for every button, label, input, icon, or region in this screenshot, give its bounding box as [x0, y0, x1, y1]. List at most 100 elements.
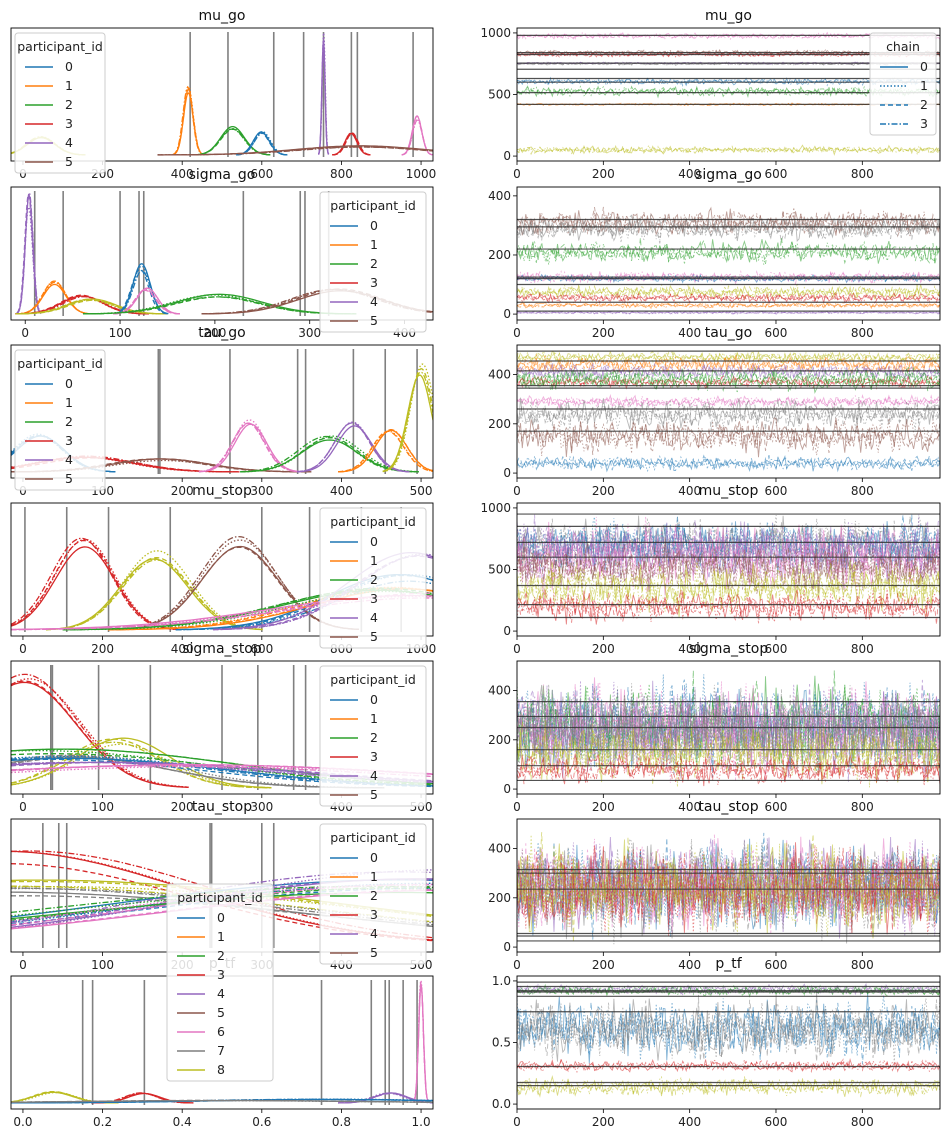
trace-line-participant-3 — [517, 291, 940, 306]
panel-sigma-stop-trace: sigma_stop 0 200 400 0 200 400 600 800 — [488, 641, 941, 814]
trace-line-participant-5 — [517, 418, 940, 457]
y-tick-label: 500 — [488, 88, 511, 102]
x-tick-label: 800 — [851, 642, 874, 656]
legend-label: 0 — [217, 910, 225, 925]
trace-line-participant-8 — [517, 720, 940, 785]
legend-tau-stop: participant_id 0 1 2 3 4 5 — [319, 823, 427, 965]
y-tick-label: 500 — [488, 563, 511, 577]
density-curve-participant-8 — [11, 741, 272, 789]
axes-frame — [10, 344, 434, 479]
panel-title: sigma_go — [695, 167, 762, 183]
trace-line-participant-1 — [517, 301, 940, 309]
x-tick-label: 400 — [678, 484, 701, 498]
density-curve-participant-6 — [113, 288, 180, 315]
density-curve-participant-1 — [17, 281, 91, 315]
x-tick-label: 0 — [513, 642, 521, 656]
density-curve-participant-8 — [15, 298, 168, 315]
axes-frame — [10, 502, 434, 637]
trace-line-participant-0 — [517, 992, 940, 1064]
trace-line-participant-2 — [517, 367, 940, 393]
legend-label: 4 — [65, 452, 73, 467]
y-tick-label: 0 — [503, 466, 511, 480]
x-tick-label: 400 — [678, 800, 701, 814]
x-tick-label: 600 — [765, 642, 788, 656]
legend-label: 4 — [217, 986, 225, 1001]
density-curve-participant-4 — [317, 43, 330, 155]
density-curve-participant-8 — [11, 743, 272, 789]
legend-label: 5 — [370, 629, 378, 644]
x-tick-label: 800 — [851, 484, 874, 498]
legend-label: 4 — [370, 926, 378, 941]
panel-p-tf-density: p_tf0.00.20.40.60.81.0 — [10, 956, 434, 1129]
panel-title: p_tf — [715, 956, 742, 972]
x-tick-label: 400 — [678, 326, 701, 340]
trace-line-participant-3 — [517, 755, 940, 785]
panel-title: sigma_stop — [182, 641, 262, 657]
density-curve-participant-2 — [11, 749, 433, 786]
legend-label: 4 — [370, 768, 378, 783]
trace-line-participant-3 — [517, 754, 940, 786]
axes-frame — [516, 27, 941, 162]
legend-label: 1 — [370, 711, 378, 726]
y-tick-label: 0 — [503, 782, 511, 796]
trace-line-participant-7 — [517, 397, 940, 430]
x-tick-label: 400 — [678, 642, 701, 656]
legend-label: 1 — [370, 237, 378, 252]
trace-line-participant-4 — [517, 680, 940, 780]
legend-label: 5 — [217, 1005, 225, 1020]
trace-line-participant-5 — [517, 418, 940, 455]
x-tick-label: 200 — [592, 326, 615, 340]
trace-line-participant-7 — [517, 994, 940, 1062]
panel-title: tau_go — [705, 325, 752, 341]
y-tick-label: 0 — [503, 624, 511, 638]
x-tick-label: 300 — [250, 484, 273, 498]
trace-line-participant-4 — [517, 983, 940, 996]
x-tick-label: 600 — [765, 167, 788, 181]
axes-frame — [516, 186, 941, 321]
y-tick-label: 1000 — [480, 501, 511, 515]
density-curve-participant-0 — [11, 757, 433, 787]
x-tick-label: 200 — [592, 958, 615, 972]
x-tick-label: 0 — [513, 800, 521, 814]
trace-line-participant-3 — [517, 845, 940, 937]
trace-line-participant-8 — [517, 839, 940, 939]
legend-label: 1 — [217, 929, 225, 944]
trace-line-participant-3 — [517, 1057, 940, 1073]
legend-label: 4 — [370, 610, 378, 625]
y-tick-label: 0 — [503, 149, 511, 163]
x-tick-label: 600 — [765, 484, 788, 498]
density-curve-participant-1 — [338, 430, 433, 473]
legend-box — [14, 32, 106, 174]
trace-line-participant-0 — [517, 1000, 940, 1065]
x-tick-label: 400 — [678, 1115, 701, 1129]
legend-label: 2 — [370, 730, 378, 745]
panel-title: tau_stop — [698, 799, 758, 815]
x-tick-label: 600 — [765, 958, 788, 972]
density-curve-participant-1 — [172, 86, 204, 156]
axes-frame — [10, 186, 434, 321]
legend-title: participant_id — [330, 514, 416, 529]
trace-line-participant-3 — [517, 292, 940, 305]
density-curve-participant-8 — [45, 559, 263, 631]
y-tick-label: 0 — [503, 307, 511, 321]
legend-label: 5 — [65, 471, 73, 486]
trace-line-participant-8 — [517, 561, 940, 609]
axes-frame — [516, 818, 941, 953]
legend-box — [319, 191, 427, 333]
legend-title: chain — [886, 39, 920, 54]
density-curve-participant-6 — [198, 423, 301, 473]
trace-line-participant-7 — [517, 396, 940, 432]
density-curve-participant-8 — [382, 363, 433, 473]
legend-mu-go: participant_id 0 1 2 3 4 5 — [14, 32, 106, 174]
trace-line-participant-5 — [517, 207, 940, 237]
legend-box — [869, 32, 937, 136]
legend-label: 5 — [370, 787, 378, 802]
density-curve-participant-1 — [108, 588, 433, 631]
legend-label: 0 — [370, 850, 378, 865]
x-tick-label: 400 — [171, 167, 194, 181]
x-tick-label: 200 — [592, 800, 615, 814]
trace-line-participant-7 — [517, 213, 940, 243]
density-curve-participant-8 — [382, 371, 433, 473]
legend-label: 6 — [217, 1024, 225, 1039]
x-tick-label: 400 — [678, 958, 701, 972]
